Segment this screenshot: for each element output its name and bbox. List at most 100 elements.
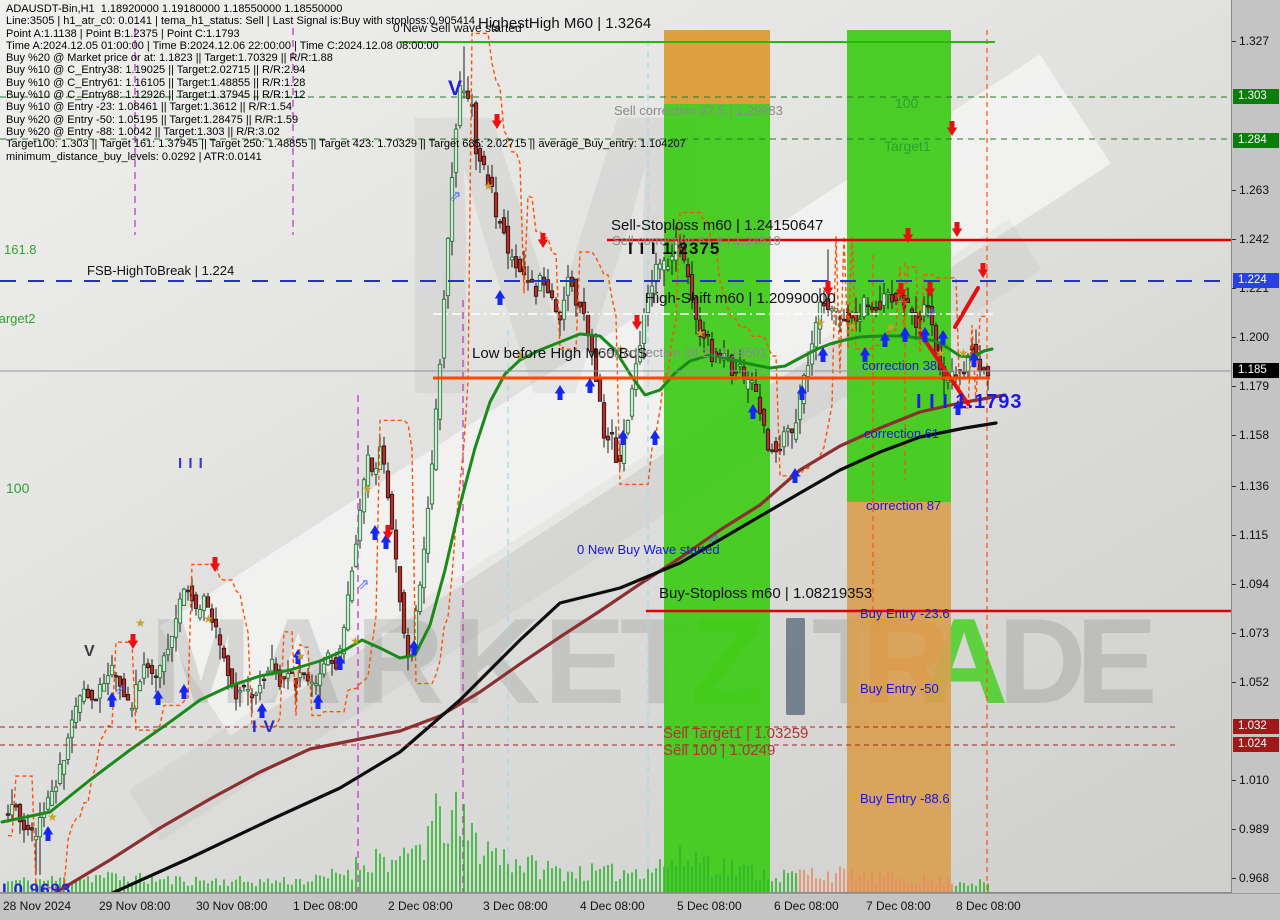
- fib-161-label: 161.8: [4, 242, 37, 257]
- candle-bullish: [253, 693, 259, 696]
- price-tick-1.327: 1.327: [1239, 34, 1270, 48]
- target2-label: target2: [0, 311, 36, 326]
- red-impulse-down[interactable]: [918, 331, 970, 406]
- candle-bullish: [425, 507, 431, 554]
- volume-bar: [719, 874, 721, 892]
- candle-bearish: [933, 325, 939, 354]
- candle-bullish: [245, 689, 251, 692]
- volume-bar: [639, 879, 641, 892]
- volume-bar: [919, 884, 921, 892]
- candle-bearish: [473, 102, 479, 155]
- candle-bearish: [481, 155, 487, 166]
- candle-bullish: [829, 308, 835, 312]
- volume-bar: [159, 879, 161, 892]
- candle-bearish: [777, 448, 783, 452]
- candle-bullish: [437, 363, 443, 420]
- candle-bearish: [213, 618, 219, 628]
- candle-bullish: [809, 343, 815, 365]
- candle-bearish: [821, 302, 827, 307]
- volume-bar: [619, 878, 621, 892]
- volume-bar: [47, 880, 49, 892]
- volume-bar: [123, 876, 125, 892]
- watermark-letter: R: [356, 593, 445, 729]
- breakout-arrow-icon: ⇗: [924, 304, 937, 322]
- volume-bar: [943, 885, 945, 892]
- volume-bar: [495, 848, 497, 892]
- price-tick-1.200: 1.200: [1239, 330, 1270, 344]
- volume-bar: [687, 860, 689, 892]
- volume-bar: [607, 864, 609, 892]
- wave-iii-c-label: I I I 1.1793: [916, 391, 1023, 413]
- volume-bar: [175, 876, 177, 892]
- volume-bar: [119, 880, 121, 892]
- candle-bearish: [825, 298, 831, 310]
- volume-bar: [695, 851, 697, 892]
- volume-bar: [335, 872, 337, 892]
- price-tick-mark: [1232, 829, 1236, 830]
- volume-bar: [951, 883, 953, 892]
- volume-bar: [163, 879, 165, 892]
- chart-plot-area[interactable]: M MARKETZTRADE ★★★★★★★★★★★★★★★⇗⇗⇗⇗⇗ 0 Ne…: [0, 0, 1232, 893]
- candle-bearish: [577, 301, 583, 308]
- time-axis[interactable]: 28 Nov 2024 29 Nov 08:00 30 Nov 08:00 1 Dec…: [0, 893, 1280, 920]
- price-tick-mark: [1232, 878, 1236, 879]
- volume-bar: [183, 881, 185, 892]
- time-label: 4 Dec 08:00: [580, 899, 645, 913]
- candle-bullish: [813, 322, 819, 348]
- volume-bar: [287, 884, 289, 892]
- candle-bearish: [505, 225, 511, 254]
- volume-bar: [891, 870, 893, 892]
- candle-bearish: [369, 457, 375, 472]
- star-signal-icon: ★: [847, 320, 858, 334]
- buy-signal-arrow-icon: [968, 352, 980, 367]
- candle-bearish: [841, 318, 847, 322]
- red-impulse-up[interactable]: [953, 286, 980, 329]
- candle-bullish: [349, 570, 355, 602]
- volume-bar: [247, 881, 249, 892]
- fsb-label-label: FSB-HighToBreak | 1.224: [87, 263, 235, 278]
- candle-bearish: [209, 608, 215, 623]
- candle-bullish: [885, 292, 891, 295]
- candle-bullish: [637, 345, 643, 363]
- candle-bullish: [785, 428, 791, 432]
- volume-bar: [527, 856, 529, 892]
- chart-canvas[interactable]: ★ ★ ★ ★ ★ ★ ★ ★ ★ ★ ★ ★ ★ ★ ★ ⇗ ⇗ ⇗ ⇗ ⇗: [0, 0, 1232, 893]
- volume-bar: [947, 877, 949, 892]
- candle-bearish: [485, 174, 491, 187]
- volume-bar: [675, 865, 677, 892]
- time-label: 8 Dec 08:00: [956, 899, 1021, 913]
- volume-bar: [955, 885, 957, 892]
- volume-bar: [603, 866, 605, 892]
- volume-bar: [743, 862, 745, 892]
- volume-bar: [507, 864, 509, 892]
- breakout-arrow-icon: ⇗: [707, 530, 720, 548]
- volume-bar: [531, 855, 533, 892]
- volume-bar: [351, 879, 353, 892]
- volume-bar: [963, 882, 965, 892]
- star-signal-icon: ★: [515, 349, 526, 363]
- volume-bar: [551, 868, 553, 892]
- candle-bearish: [225, 655, 231, 676]
- buy-signal-arrow-icon: [152, 690, 164, 705]
- volume-bar: [243, 882, 245, 892]
- volume-bar: [179, 876, 181, 892]
- candle-bearish: [553, 299, 559, 313]
- volume-bar: [663, 866, 665, 892]
- candle-bullish: [657, 263, 663, 270]
- volume-bar: [667, 867, 669, 892]
- candle-bearish: [145, 663, 151, 669]
- star-signal-icon: ★: [203, 612, 214, 626]
- trailing-stop-line: [8, 32, 988, 889]
- volume-bar: [11, 881, 13, 892]
- wave-zone-7dec: [847, 30, 951, 502]
- ma-mid-maroon: [53, 393, 1007, 892]
- volume-bar: [759, 880, 761, 892]
- volume-bar: [975, 885, 977, 892]
- price-tick-1.052: 1.052: [1239, 675, 1270, 689]
- sell-target1-label-label: Sell Target1 | 1.03259: [663, 725, 809, 742]
- buy-entry-50-label: Buy Entry -50: [860, 681, 939, 696]
- buy-signal-arrow-icon: [178, 684, 190, 699]
- time-label: 2 Dec 08:00: [388, 899, 453, 913]
- info-line-7: Buy %10 @ C_Entry61: 1.16105 || Target:1…: [6, 76, 306, 89]
- price-axis[interactable]: 1.327 1.263 1.242 1.221 1.200 1.179 1.158 1.136…: [1232, 0, 1280, 893]
